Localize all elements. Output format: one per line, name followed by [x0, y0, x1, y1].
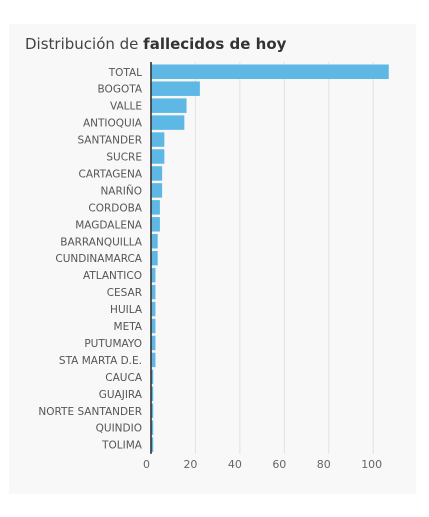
category-label: TOLIMA: [101, 440, 143, 452]
category-label: META: [114, 321, 143, 333]
bar: [151, 403, 154, 418]
bar: [151, 115, 185, 130]
category-label: SANTANDER: [77, 135, 142, 147]
category-label: CAUCA: [105, 372, 143, 384]
bar: [151, 335, 156, 351]
category-label: MAGDALENA: [75, 219, 143, 231]
bar: [151, 352, 156, 368]
x-tick-label: 60: [272, 458, 286, 471]
chart-title: Distribución de fallecidos de hoy: [25, 35, 286, 53]
category-label: TOTAL: [108, 67, 142, 79]
category-label: SUCRE: [106, 152, 142, 164]
category-label: CESAR: [107, 287, 142, 299]
chart-title-prefix: Distribución de: [25, 35, 144, 53]
bar: [151, 437, 154, 452]
bar: [151, 98, 187, 113]
bar: [151, 386, 154, 402]
category-label: PUTUMAYO: [84, 338, 142, 350]
chart-card: Distribución de fallecidos de hoy: [9, 24, 416, 494]
category-label: BOGOTA: [98, 84, 143, 96]
category-label: HUILA: [110, 304, 143, 316]
x-tick-label: 40: [228, 458, 242, 471]
bar: [151, 420, 154, 435]
category-label: BARRANQUILLA: [60, 236, 143, 248]
category-label: QUINDIO: [96, 423, 142, 435]
category-label: VALLE: [110, 101, 142, 113]
x-tick-label: 0: [143, 458, 150, 471]
bar: [151, 250, 158, 266]
bar: [151, 217, 160, 232]
category-label: ATLANTICO: [83, 270, 142, 282]
bar: [151, 81, 200, 96]
bar: [151, 149, 165, 164]
bar: [151, 183, 163, 198]
category-label: CARTAGENA: [79, 168, 143, 180]
x-tick-label: 100: [361, 458, 382, 471]
bar: [151, 64, 389, 79]
bar: [151, 234, 158, 249]
x-tick-label: 20: [183, 458, 197, 471]
bar: [151, 301, 156, 317]
category-label: NORTE SANTANDER: [38, 406, 142, 418]
bar: [151, 166, 163, 181]
category-label: CORDOBA: [88, 202, 142, 214]
chart-title-bold: fallecidos de hoy: [143, 35, 287, 53]
category-label: ANTIOQUIA: [83, 118, 143, 130]
bar: [151, 267, 156, 283]
category-label: NARIÑO: [100, 184, 142, 197]
bar: [151, 200, 160, 215]
bar: [151, 132, 165, 147]
bar: [151, 318, 156, 334]
category-label: STA MARTA D.E.: [59, 355, 142, 367]
category-label: GUAJIRA: [99, 389, 143, 401]
x-tick-label: 80: [317, 458, 331, 471]
bar: [151, 284, 156, 300]
category-label: CUNDINAMARCA: [55, 253, 142, 265]
bar: [151, 369, 154, 385]
